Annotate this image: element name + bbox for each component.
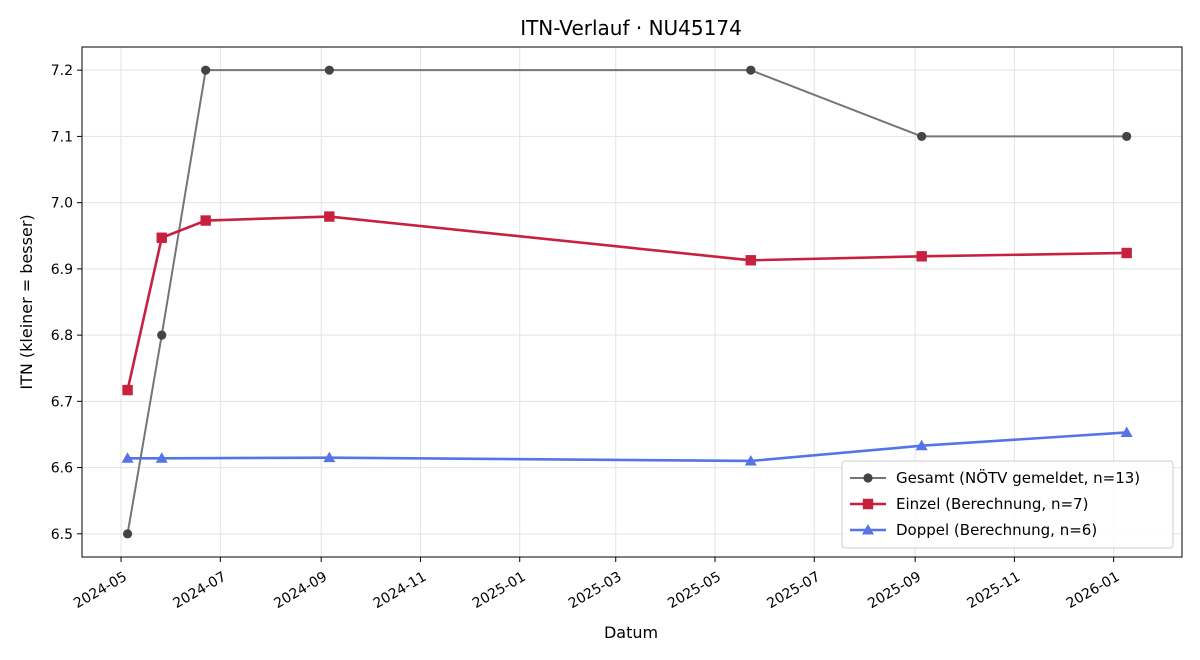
x-axis-title: Datum — [604, 623, 658, 642]
data-point — [122, 529, 133, 539]
x-tick-label: 2025-07 — [764, 569, 823, 612]
y-tick-label: 7.1 — [51, 129, 73, 145]
x-tick-label: 2025-09 — [865, 569, 924, 612]
x-tick-label: 2024-05 — [71, 569, 130, 612]
y-tick-label: 7.2 — [51, 63, 73, 79]
y-tick-label: 6.6 — [51, 461, 73, 477]
legend: Gesamt (NÖTV gemeldet, n=13) Einzel (Bere… — [841, 460, 1174, 549]
x-tick-label: 2026-01 — [1064, 569, 1123, 612]
data-point — [1122, 131, 1132, 142]
data-point — [200, 215, 211, 226]
data-point — [916, 251, 927, 262]
data-point — [915, 439, 928, 451]
data-point — [121, 452, 134, 463]
x-tick-label: 2025-03 — [566, 569, 625, 612]
x-tick-label: 2024-11 — [371, 569, 430, 612]
chart-title: ITN-Verlauf · NU45174 — [520, 16, 742, 40]
data-point — [1121, 247, 1132, 259]
data-point — [122, 384, 133, 396]
series-triangle — [121, 426, 1133, 466]
data-point — [917, 131, 927, 142]
series-circle — [122, 65, 1132, 539]
legend-label: Einzel (Berechnung, n=7) — [896, 495, 1088, 513]
y-tick-label: 6.5 — [51, 527, 73, 543]
data-point — [155, 452, 168, 463]
x-tick-label: 2024-07 — [170, 569, 229, 612]
data-point — [156, 232, 167, 243]
series-square — [122, 211, 1132, 396]
plot-frame — [81, 46, 1183, 558]
legend-marker — [862, 498, 874, 510]
x-tick-label: 2024-09 — [271, 569, 330, 612]
y-tick-label: 6.9 — [51, 262, 73, 278]
series-layer — [121, 65, 1133, 539]
x-tick-label: 2025-01 — [470, 569, 529, 612]
series-line — [126, 215, 1127, 391]
data-point — [746, 65, 756, 75]
y-tick-label: 6.7 — [51, 394, 73, 410]
x-tick-label: 2025-11 — [965, 569, 1024, 612]
legend-marker — [863, 473, 873, 483]
series-line — [127, 431, 1127, 463]
legend-marker — [862, 524, 874, 535]
x-axis-ticks: 2024-05 2024-07 2024-09 2024-11 2025-01 2025-… — [71, 557, 1122, 612]
x-tick-label: 2025-05 — [665, 569, 724, 612]
legend-label: Doppel (Berechnung, n=6) — [896, 521, 1097, 539]
y-tick-label: 7.0 — [51, 196, 73, 212]
data-point — [324, 65, 334, 75]
data-point — [201, 65, 211, 75]
y-axis-title: ITN (kleiner = besser) — [17, 214, 36, 389]
data-point — [744, 454, 757, 466]
data-point — [323, 451, 336, 463]
y-tick-label: 6.8 — [51, 328, 73, 344]
legend-box — [841, 460, 1174, 549]
legend-label: Gesamt (NÖTV gemeldet, n=13) — [896, 468, 1140, 487]
grid-lines — [82, 47, 1182, 557]
y-axis-ticks: 6.5 6.6 6.7 6.8 6.9 7.0 7.1 7.2 — [51, 63, 82, 543]
data-point — [1120, 426, 1133, 437]
data-point — [157, 330, 167, 340]
data-point — [745, 255, 756, 266]
data-point — [324, 211, 335, 222]
